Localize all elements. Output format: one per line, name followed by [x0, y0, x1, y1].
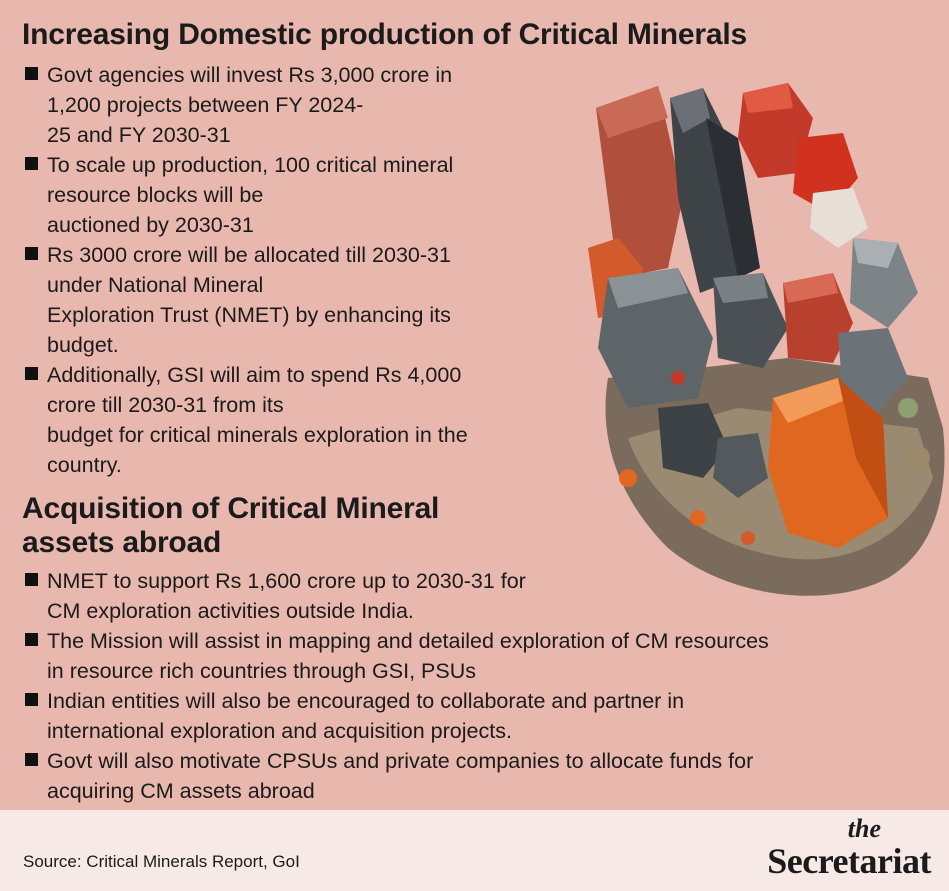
brand-logo: the Secretariat	[767, 814, 931, 881]
list-item: Rs 3000 crore will be allocated till 203…	[22, 240, 942, 360]
content: Increasing Domestic production of Critic…	[22, 18, 942, 806]
list-item: Govt agencies will invest Rs 3,000 crore…	[22, 60, 942, 150]
list-item: Additionally, GSI will aim to spend Rs 4…	[22, 360, 942, 480]
list-item: The Mission will assist in mapping and d…	[22, 626, 942, 686]
footer: Source: Critical Minerals Report, GoI th…	[0, 810, 949, 891]
list-item: Indian entities will also be encouraged …	[22, 686, 942, 746]
section1-list: Govt agencies will invest Rs 3,000 crore…	[22, 60, 942, 480]
source-note: Source: Critical Minerals Report, GoI	[23, 852, 300, 871]
section2-title: Acquisition of Critical Mineral assets a…	[22, 492, 440, 559]
section1-title: Increasing Domestic production of Critic…	[22, 18, 747, 51]
list-item: Govt will also motivate CPSUs and privat…	[22, 746, 942, 806]
mineral-crystals-illustration	[588, 83, 945, 596]
brand-name: Secretariat	[767, 841, 931, 881]
brand-prefix: the	[847, 814, 881, 843]
list-item: To scale up production, 100 critical min…	[22, 150, 942, 240]
section2-list: NMET to support Rs 1,600 crore up to 203…	[22, 566, 942, 806]
list-item: NMET to support Rs 1,600 crore up to 203…	[22, 566, 942, 626]
